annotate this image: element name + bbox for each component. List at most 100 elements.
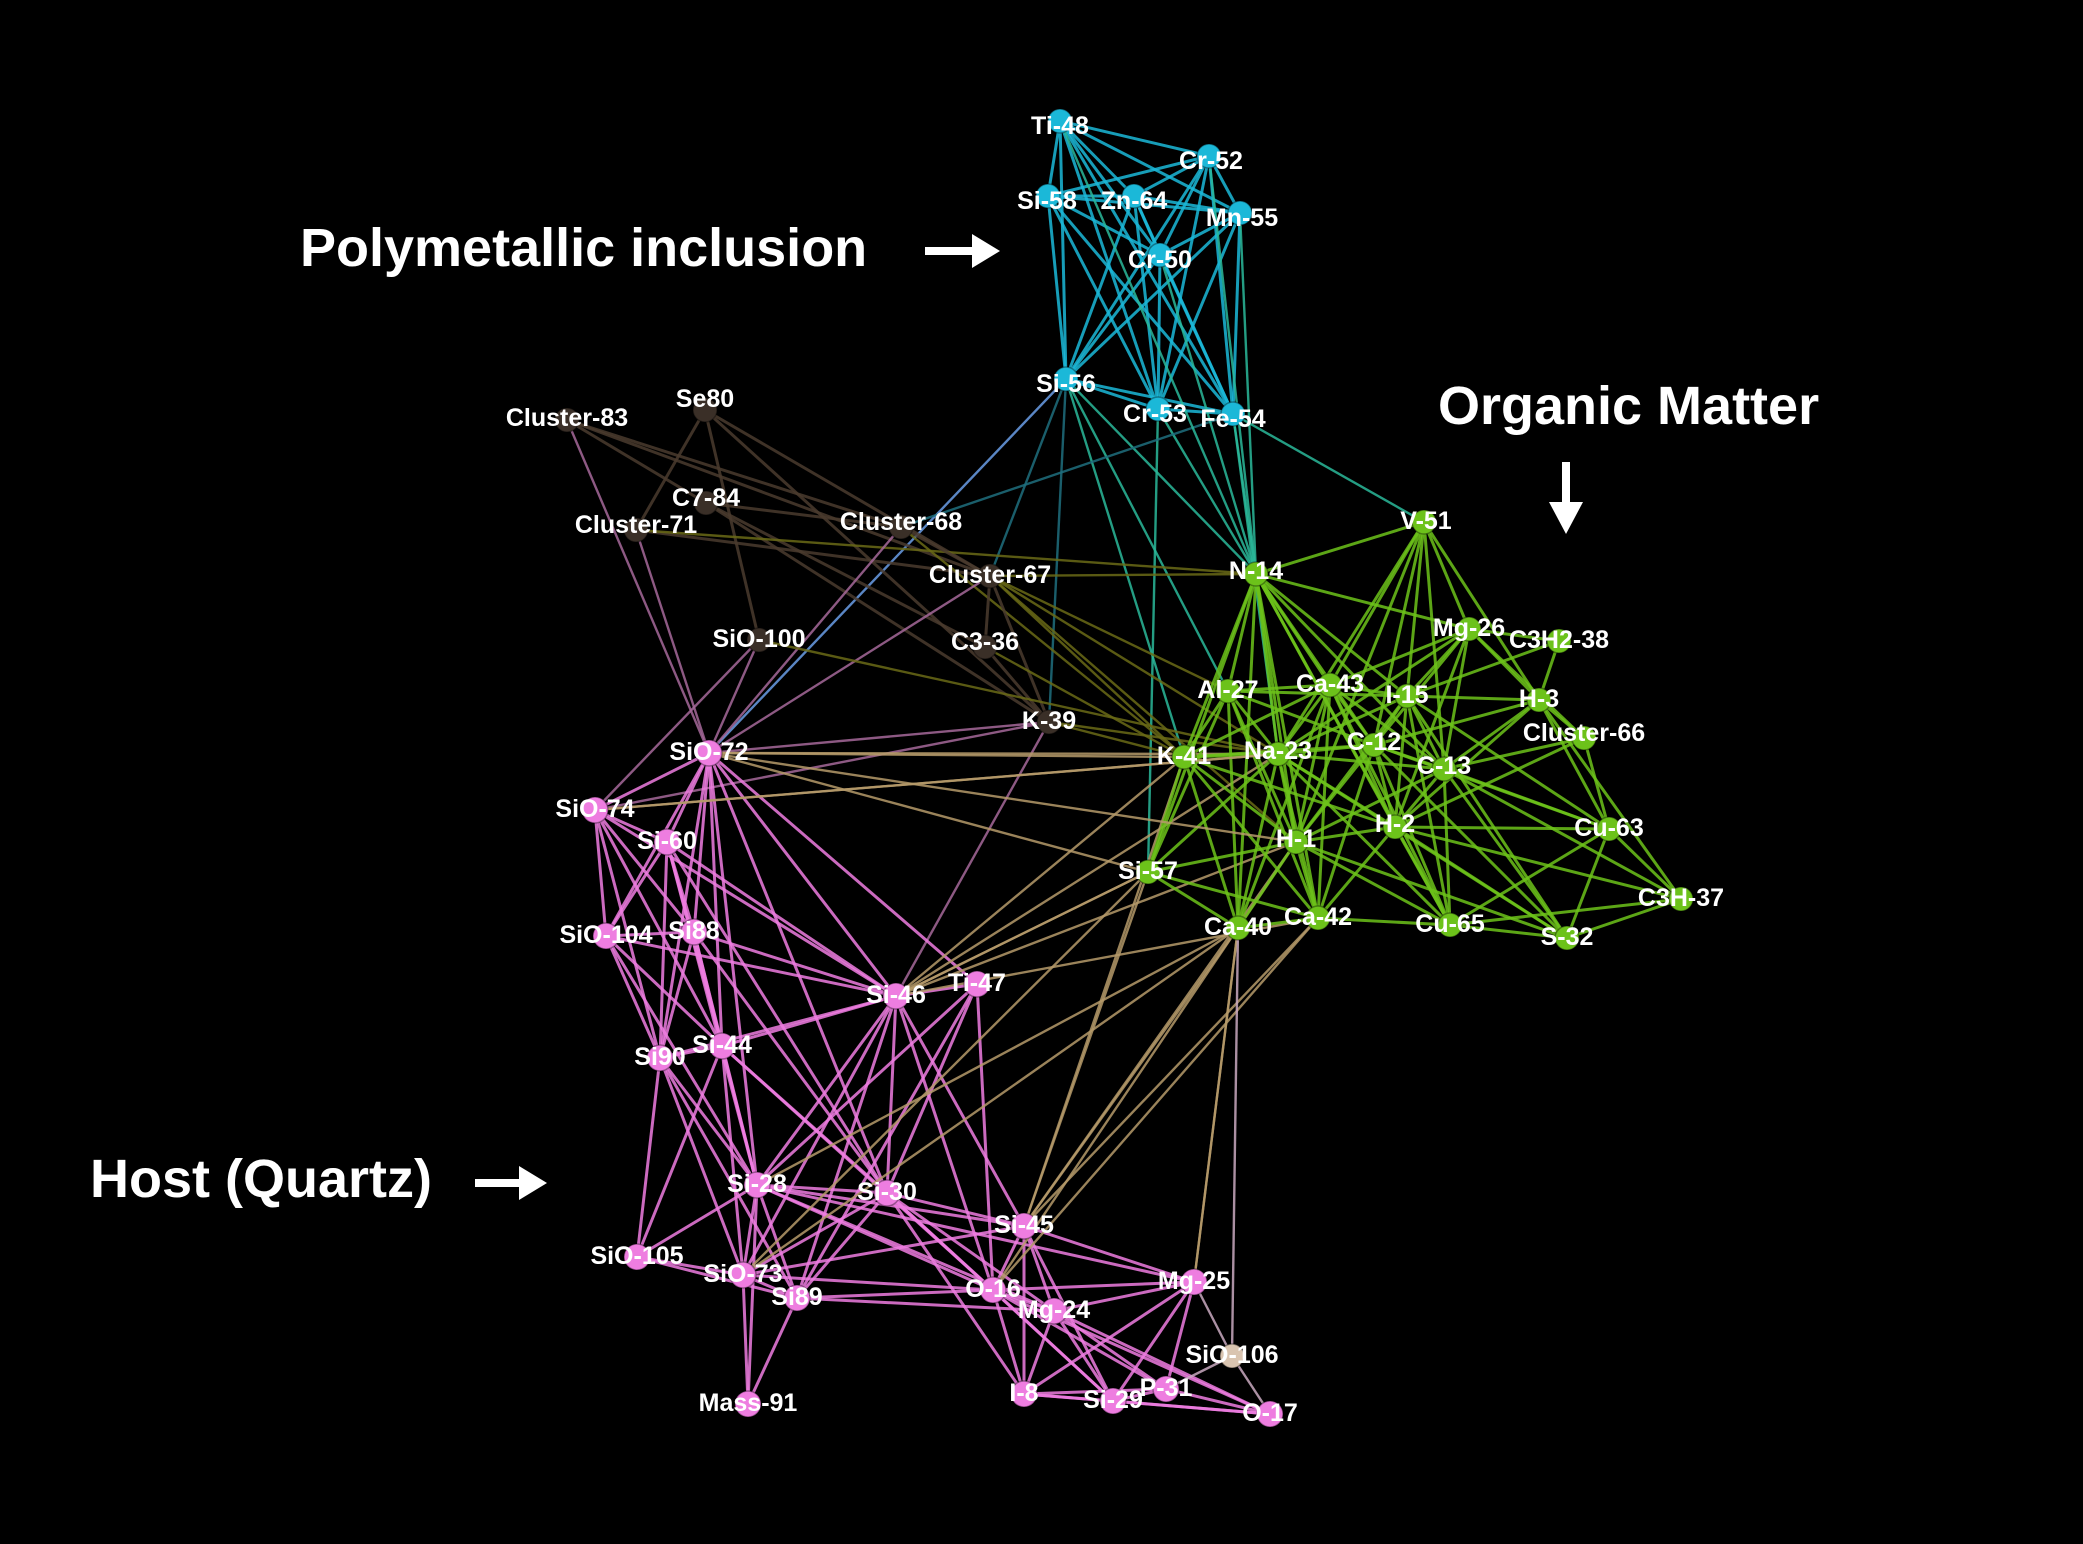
edge xyxy=(1111,1281,1196,1402)
edge xyxy=(1182,756,1240,929)
edge xyxy=(703,409,761,641)
edge xyxy=(1276,752,1452,927)
edge xyxy=(1443,767,1682,901)
edge xyxy=(1255,572,1470,631)
edge xyxy=(1442,768,1452,926)
edge xyxy=(1372,628,1471,746)
node-label-si-57: Si-57 xyxy=(1118,857,1178,885)
edge xyxy=(1406,694,1540,702)
node-label-k-41: K-41 xyxy=(1157,742,1211,770)
edge xyxy=(1565,828,1611,939)
edge xyxy=(1183,755,1297,844)
edge xyxy=(635,1057,662,1258)
right-arrow-icon xyxy=(475,1166,547,1200)
edge xyxy=(1064,155,1211,380)
node-label-si-60: Si-60 xyxy=(637,827,697,855)
node-cluster-68 xyxy=(888,514,914,540)
edge xyxy=(720,1045,745,1276)
edge xyxy=(992,1288,1167,1391)
edge xyxy=(1053,1280,1195,1313)
node-label-layer: Ti-48 Cr-52 Si-58 Zn-64 Mn-55 Cr-50 Si-56 Cr-53… xyxy=(506,112,1724,1427)
edge xyxy=(975,983,995,1291)
node-si-60 xyxy=(653,828,681,856)
node-mg-25 xyxy=(1180,1268,1208,1296)
node-si-29 xyxy=(1099,1387,1127,1415)
edge xyxy=(1058,120,1068,380)
edge xyxy=(756,926,1239,1187)
edge xyxy=(658,1057,745,1276)
node-label-i-8: I-8 xyxy=(1009,1379,1038,1407)
edge xyxy=(1328,521,1426,686)
edge xyxy=(1182,690,1230,758)
node-label-c3-36: C3-36 xyxy=(951,628,1019,656)
host-quartz-label: Host (Quartz) xyxy=(90,1149,432,1209)
edge xyxy=(1406,694,1610,831)
edge xyxy=(1058,119,1136,198)
node-label-si-28: Si-28 xyxy=(727,1170,787,1198)
edge xyxy=(604,934,724,1048)
edge xyxy=(1058,120,1258,575)
node-label-k-39: K-39 xyxy=(1022,707,1076,735)
edge xyxy=(1157,407,1234,416)
node-cluster-71 xyxy=(623,517,649,543)
edge xyxy=(636,1255,798,1300)
edge xyxy=(1147,870,1239,930)
node-sio-74 xyxy=(581,796,609,824)
node-o-16 xyxy=(979,1276,1007,1304)
node-sio-100 xyxy=(746,627,772,653)
node-si-30 xyxy=(873,1179,901,1207)
node-si-28 xyxy=(743,1171,771,1199)
edge xyxy=(885,995,898,1194)
node-label-mn-55: Mn-55 xyxy=(1206,204,1278,232)
edge xyxy=(742,1191,888,1277)
edge xyxy=(1232,412,1425,524)
edge xyxy=(594,808,668,844)
node-label-si-58: Si-58 xyxy=(1017,187,1077,215)
node-n-14 xyxy=(1243,561,1269,587)
node-label-v-51: V-51 xyxy=(1400,507,1452,535)
edge xyxy=(708,751,978,986)
edge xyxy=(1393,695,1409,828)
edge xyxy=(594,752,1279,812)
edge xyxy=(984,645,1185,759)
edge xyxy=(692,752,711,933)
node-k-41 xyxy=(1171,744,1197,770)
node-label-h-2: H-2 xyxy=(1375,810,1415,838)
edge xyxy=(708,720,1050,755)
edge xyxy=(1294,744,1376,843)
node-label-si-30: Si-30 xyxy=(857,1178,917,1206)
edge xyxy=(1393,768,1446,828)
edge xyxy=(755,982,979,1187)
edge xyxy=(1255,572,1408,698)
edge xyxy=(703,408,1051,724)
node-sio-105 xyxy=(623,1243,651,1271)
edge xyxy=(1537,699,1683,900)
edge xyxy=(885,1192,1026,1395)
edge xyxy=(1607,827,1683,901)
node-c-12 xyxy=(1361,732,1387,758)
edge xyxy=(1047,378,1068,723)
node-mg-24 xyxy=(1040,1297,1068,1325)
edge xyxy=(1372,744,1452,926)
edge xyxy=(693,930,897,998)
edge xyxy=(1023,1280,1195,1396)
edge xyxy=(886,1191,1055,1313)
node-mn-55 xyxy=(1227,200,1253,226)
edge xyxy=(658,931,696,1059)
edge xyxy=(708,378,1067,754)
edge xyxy=(1277,694,1408,756)
edge xyxy=(594,720,1050,812)
edge xyxy=(1048,720,1185,759)
edge xyxy=(796,1288,994,1300)
node-zn-64 xyxy=(1121,183,1147,209)
node-c3h2-38 xyxy=(1546,628,1572,654)
node-si-56 xyxy=(1053,366,1079,392)
node-label-mass-91: Mass-91 xyxy=(699,1389,798,1417)
edge xyxy=(1316,744,1376,919)
node-mg-26 xyxy=(1456,616,1482,642)
node-label-si88: Si88 xyxy=(668,917,720,945)
edge xyxy=(1058,120,1162,256)
node-h-3 xyxy=(1526,687,1552,713)
node-fe-54 xyxy=(1220,401,1246,427)
node-cu-65 xyxy=(1437,912,1463,938)
